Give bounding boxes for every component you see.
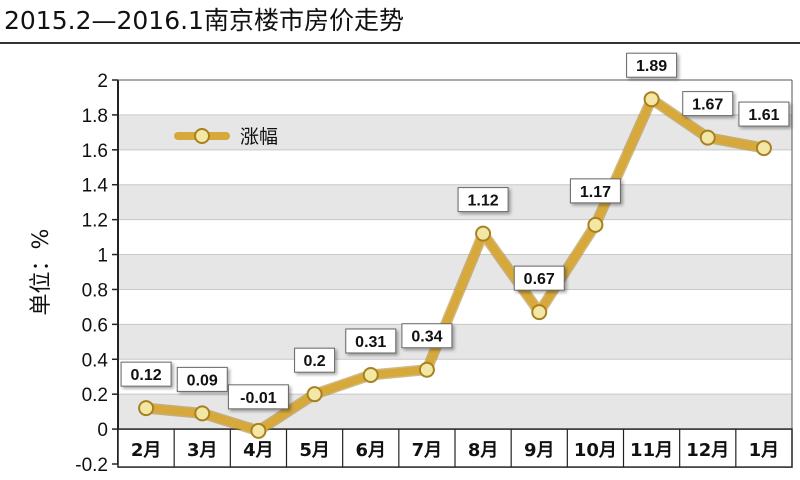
y-axis-label: 单位：% xyxy=(29,229,54,316)
data-label: 1.12 xyxy=(457,187,509,213)
data-label-text: 0.12 xyxy=(131,367,162,384)
data-label-text: 1.67 xyxy=(692,97,723,114)
x-tick-label: 1月 xyxy=(749,440,780,461)
y-tick-label: 0.4 xyxy=(82,350,109,371)
y-tick-label: 0.8 xyxy=(82,280,108,301)
data-label-box xyxy=(626,52,678,78)
data-point xyxy=(362,366,379,383)
data-label-box xyxy=(569,178,621,204)
data-label-box xyxy=(401,323,453,349)
y-tick-label: 1.8 xyxy=(82,106,108,127)
x-tick-label: 10月 xyxy=(574,440,617,461)
data-label-box xyxy=(227,384,289,410)
legend: 涨幅 xyxy=(174,126,278,148)
title-divider xyxy=(0,42,800,44)
data-point xyxy=(699,129,716,146)
x-tick-label: 8月 xyxy=(468,440,499,461)
legend-label: 涨幅 xyxy=(240,126,278,148)
data-point xyxy=(531,304,548,321)
y-tick-label: 2 xyxy=(97,71,108,92)
data-label-text: 0.31 xyxy=(355,334,386,351)
x-tick-label: 5月 xyxy=(299,440,330,461)
x-tick-label: 4月 xyxy=(243,440,274,461)
grid-band xyxy=(118,184,792,220)
data-point xyxy=(138,400,155,417)
y-tick-label: 1.2 xyxy=(82,211,108,232)
data-label-box xyxy=(176,366,228,392)
axes xyxy=(117,79,793,464)
data-label: 1.67 xyxy=(682,91,734,117)
y-tick-labels: -0.2 0 0.2 0.4 0.6 0.8 1 1.2 1.4 1.6 1.8 2 xyxy=(75,71,118,476)
data-label-text: 1.17 xyxy=(580,184,611,201)
data-label: 0.12 xyxy=(120,361,172,387)
grid-band xyxy=(118,254,792,290)
data-label: 0.31 xyxy=(345,328,397,354)
data-label: 0.34 xyxy=(401,323,453,349)
data-label: -0.01 xyxy=(227,384,289,410)
x-tick-label: 2月 xyxy=(131,440,162,461)
x-tick-label: 7月 xyxy=(412,440,443,461)
series-line-path xyxy=(142,95,768,435)
y-tick-label: 1.6 xyxy=(82,141,108,162)
x-tick-label: 11月 xyxy=(630,440,673,461)
y-tick-label: 1 xyxy=(97,246,108,267)
data-label-text: 0.34 xyxy=(411,329,442,346)
legend-swatch-marker xyxy=(194,128,210,144)
data-point xyxy=(755,140,772,157)
data-label-box xyxy=(345,328,397,354)
data-label-box xyxy=(682,91,734,117)
grid-band xyxy=(118,324,792,360)
data-label-box xyxy=(513,265,565,291)
data-point xyxy=(418,361,435,378)
data-label: 0.09 xyxy=(176,366,228,392)
chart-title: 2015.2—2016.1南京楼市房价走势 xyxy=(4,6,404,35)
data-label-box xyxy=(457,187,509,213)
x-tick-label: 6月 xyxy=(355,440,386,461)
data-point xyxy=(475,225,492,242)
data-label-text: 1.12 xyxy=(468,193,499,210)
data-point xyxy=(643,91,660,108)
data-label: 0.67 xyxy=(513,265,565,291)
data-label-box xyxy=(294,347,336,373)
data-labels: 0.12 0.09 -0.01 0.2 0.31 0.34 1.12 0.67 1.17 1.89… xyxy=(120,52,790,410)
x-category-cells: 2月 3月 4月 5月 6月 7月 8月 9月 10月 11月 12月 1月 xyxy=(117,428,793,468)
data-label-text: 1.61 xyxy=(748,107,779,124)
data-label-text: -0.01 xyxy=(240,390,277,407)
data-label: 0.2 xyxy=(294,347,336,373)
data-label-box xyxy=(120,361,172,387)
y-tick-label: 0 xyxy=(97,420,108,441)
data-point xyxy=(250,422,267,439)
data-label-text: 1.89 xyxy=(636,58,667,75)
x-tick-label: 12月 xyxy=(686,440,729,461)
y-tick-label: 0.6 xyxy=(82,315,108,336)
y-tick-label: 0.2 xyxy=(82,385,108,406)
data-label-text: 0.2 xyxy=(303,353,325,370)
data-point xyxy=(587,216,604,233)
x-tick-label: 3月 xyxy=(187,440,218,461)
data-label-text: 0.09 xyxy=(187,372,218,389)
data-label: 1.89 xyxy=(626,52,678,78)
x-tick-label: 9月 xyxy=(524,440,555,461)
y-tick-label: -0.2 xyxy=(75,455,108,476)
data-point xyxy=(306,386,323,403)
series-line xyxy=(138,91,772,439)
data-label-text: 0.67 xyxy=(524,271,555,288)
data-point xyxy=(194,405,211,422)
data-label: 1.61 xyxy=(738,101,790,127)
y-tick-label: 1.4 xyxy=(82,176,109,197)
data-label: 1.17 xyxy=(569,178,621,204)
line-chart: -0.2 0 0.2 0.4 0.6 0.8 1 1.2 1.4 1.6 1.8 2 2月 3月 4月 5月… xyxy=(29,52,793,476)
data-label-box xyxy=(738,101,790,127)
